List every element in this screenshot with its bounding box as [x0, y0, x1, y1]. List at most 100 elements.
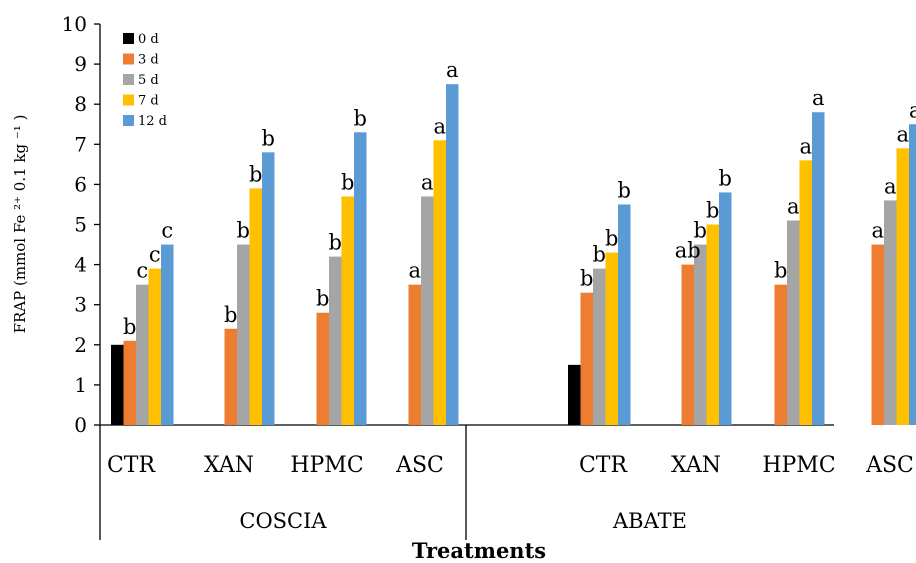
significance-label: b [224, 303, 237, 327]
significance-label: b [354, 106, 367, 130]
legend-label: 0 d [138, 32, 159, 47]
significance-label: c [136, 259, 148, 283]
bar-3d-5 [681, 264, 694, 425]
legend-swatch [123, 74, 134, 85]
significance-label: b [329, 231, 342, 255]
bar-5d-2 [329, 256, 342, 425]
y-tick-label: 3 [74, 293, 87, 317]
bar-5d-5 [694, 244, 707, 425]
category-label: CTR [579, 453, 629, 478]
y-tick-label: 10 [62, 12, 87, 36]
bar-5d-7 [884, 200, 897, 425]
category-label: ASC [865, 453, 914, 478]
bar-12d-2 [354, 132, 367, 425]
significance-label: a [408, 259, 421, 283]
group-label: COSCIA [239, 509, 327, 533]
bar-3d-6 [774, 284, 787, 425]
y-tick-label: 6 [74, 172, 87, 196]
significance-label: c [149, 243, 161, 267]
legend-label: 5 d [138, 73, 159, 88]
bar-7d-5 [706, 224, 719, 425]
y-tick-label: 5 [74, 213, 87, 237]
bar-3d-3 [408, 284, 421, 425]
bar-7d-0 [148, 268, 161, 425]
bar-12d-6 [812, 112, 825, 425]
significance-label: a [421, 170, 434, 194]
group-label: ABATE [612, 509, 687, 533]
significance-label: b [605, 227, 618, 251]
bar-12d-3 [446, 84, 459, 426]
y-tick-label: 7 [74, 132, 87, 156]
bar-5d-0 [136, 284, 149, 425]
bars [111, 84, 916, 426]
significance-label: b [249, 162, 262, 186]
bar-7d-3 [433, 140, 446, 426]
bar-3d-4 [580, 292, 593, 425]
legend-label: 12 d [138, 114, 167, 129]
bar-3d-0 [123, 340, 136, 425]
bar-5d-1 [237, 244, 250, 425]
category-label: CTR [107, 453, 157, 478]
category-labels: CTR XAN HPMC ASC COSCIA CTR XAN HPMC ASC ABATE [107, 453, 914, 533]
bar-7d-4 [605, 252, 618, 425]
bar-0d-0 [111, 344, 124, 425]
y-tick-label: 9 [74, 52, 87, 76]
significance-label: c [161, 219, 173, 243]
y-tick-label: 0 [74, 413, 87, 437]
y-tick-label: 1 [74, 373, 87, 397]
legend-swatch [123, 53, 134, 65]
bar-12d-1 [262, 152, 275, 425]
category-label: HPMC [290, 453, 363, 478]
significance-label: b [316, 287, 329, 311]
bar-7d-2 [341, 196, 354, 425]
bar-12d-4 [618, 204, 631, 425]
legend-swatch [123, 115, 134, 126]
bar-3d-7 [871, 244, 884, 425]
significance-label: b [706, 199, 719, 223]
bar-12d-7 [909, 124, 916, 425]
category-label: XAN [671, 453, 721, 478]
bar-5d-6 [787, 220, 800, 425]
bar-3d-2 [316, 312, 329, 425]
bar-7d-6 [799, 160, 812, 425]
significance-label: b [262, 126, 275, 150]
significance-label: a [433, 114, 446, 138]
legend-label: 7 d [138, 94, 159, 109]
y-tick-label: 2 [74, 333, 87, 357]
y-tick-label: 4 [74, 253, 87, 277]
y-axis-label: FRAP (mmol Fe ²⁺ 0.1 kg ⁻¹ ) [11, 115, 29, 334]
significance-label: b [123, 315, 136, 339]
category-label: ASC [395, 453, 444, 478]
y-tick-labels: 0 1 2 3 4 5 6 7 8 9 10 [62, 12, 87, 437]
bar-12d-0 [161, 244, 174, 425]
significance-label: b [237, 219, 250, 243]
significance-label: b [580, 267, 593, 291]
legend-swatch [123, 94, 134, 106]
category-label: HPMC [762, 453, 835, 478]
legend-label: 3 d [138, 53, 159, 68]
significance-label: b [774, 259, 787, 283]
significance-label: a [871, 219, 884, 243]
significance-label: a [884, 174, 897, 198]
significance-label: a [812, 86, 825, 110]
x-axis-label: Treatments [412, 538, 546, 563]
bar-5d-4 [593, 268, 606, 425]
bar-3d-1 [224, 328, 237, 425]
bar-5d-3 [421, 196, 434, 425]
legend: 0 d 3 d 5 d 7 d 12 d [123, 32, 167, 129]
significance-label: b [593, 243, 606, 267]
bar-7d-7 [896, 148, 909, 425]
significance-label: b [719, 166, 732, 190]
significance-label: b [694, 219, 707, 243]
significance-label: a [446, 58, 459, 82]
significance-label: a [896, 122, 909, 146]
legend-swatch [123, 33, 134, 44]
significance-label: a [787, 194, 800, 218]
bar-12d-5 [719, 192, 732, 425]
bar-0d-4 [568, 364, 581, 425]
significance-label: b [341, 170, 354, 194]
category-label: XAN [204, 453, 254, 478]
significance-label: ab [675, 239, 701, 263]
